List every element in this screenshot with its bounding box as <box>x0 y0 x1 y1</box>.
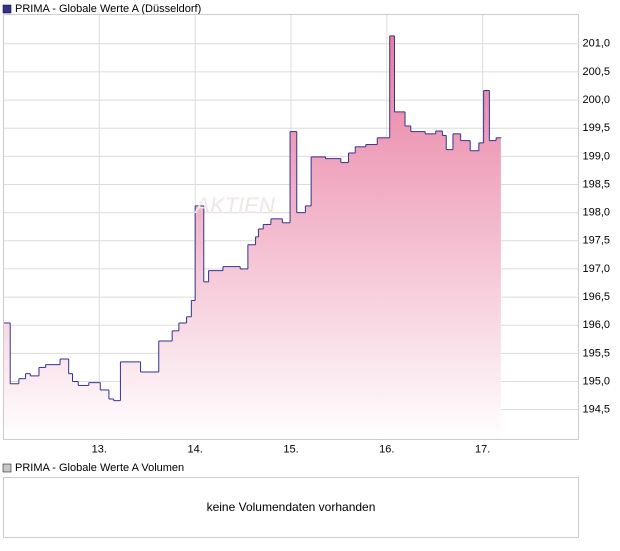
y-tick-label: 198,0 <box>583 207 611 219</box>
y-tick-label: 196,5 <box>583 291 611 303</box>
x-tick-label: 13. <box>92 443 107 455</box>
y-tick-label: 199,0 <box>583 150 611 162</box>
volume-legend-swatch <box>2 463 12 473</box>
y-tick-label: 194,5 <box>583 404 611 416</box>
y-tick-label: 200,5 <box>583 66 611 78</box>
y-tick-label: 195,5 <box>583 347 611 359</box>
watermark: AKTIEN <box>193 193 275 218</box>
volume-legend-label: PRIMA - Globale Werte A Volumen <box>15 462 184 474</box>
plot-border <box>3 14 579 440</box>
x-tick-label: 15. <box>283 443 298 455</box>
x-tick-label: 17. <box>475 443 490 455</box>
y-tick-label: 197,5 <box>583 235 611 247</box>
y-tick-label: 200,0 <box>583 94 611 106</box>
y-tick-label: 197,0 <box>583 263 611 275</box>
y-tick-label: 198,5 <box>583 178 611 190</box>
y-tick-label: 195,0 <box>583 375 611 387</box>
x-tick-label: 14. <box>188 443 203 455</box>
volume-frame <box>3 477 579 538</box>
legend-swatch <box>2 4 12 14</box>
y-tick-label: 201,0 <box>583 38 611 50</box>
area-fill <box>3 35 501 440</box>
legend-label: PRIMA - Globale Werte A (Düsseldorf) <box>15 3 201 15</box>
y-tick-label: 199,5 <box>583 122 611 134</box>
x-tick-label: 16. <box>379 443 394 455</box>
volume-message: keine Volumendaten vorhanden <box>207 500 376 514</box>
y-tick-label: 196,0 <box>583 319 611 331</box>
